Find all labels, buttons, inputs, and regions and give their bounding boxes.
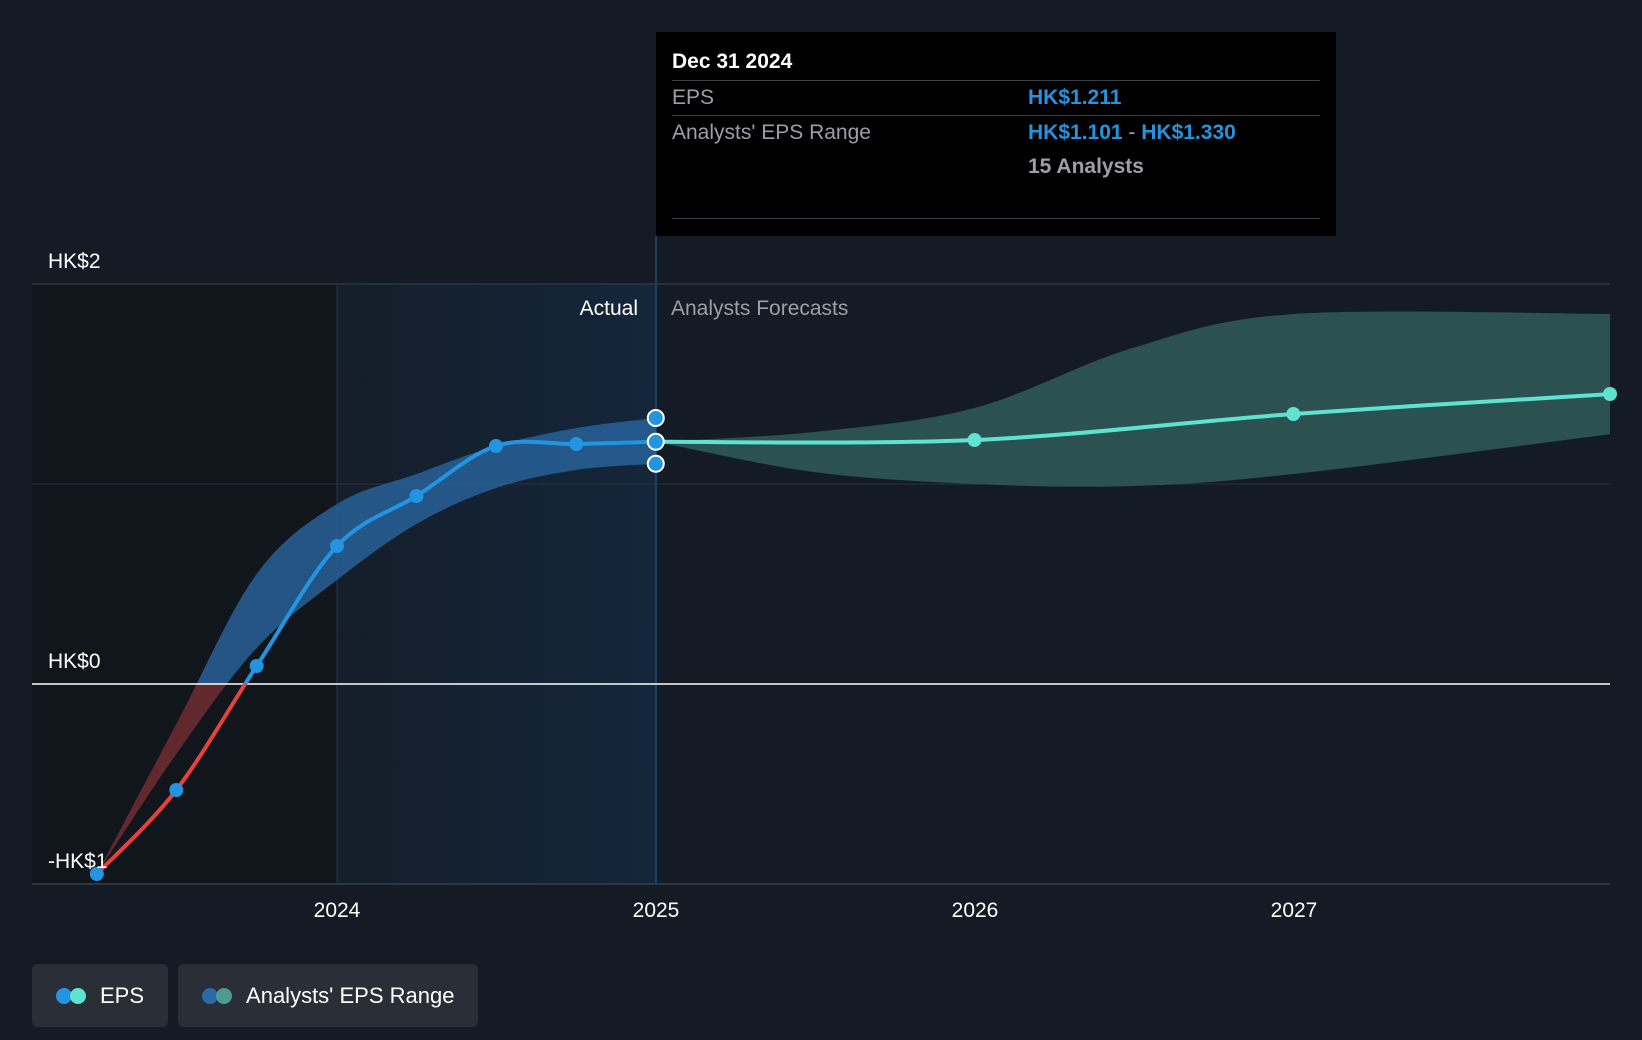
- legend-label-eps: EPS: [100, 982, 145, 1008]
- eps-actual-point: [488, 439, 503, 453]
- eps-actual-point: [249, 659, 264, 673]
- eps-actual-line-negative: [95, 684, 248, 876]
- legend-dot-forecast: [70, 987, 86, 1004]
- actual-region-highlight: [337, 284, 656, 884]
- chart-legend: EPS Analysts' EPS Range: [32, 964, 479, 1027]
- tooltip-range-high: HK$1.330: [1141, 121, 1236, 144]
- x-tick-label: 2026: [952, 899, 999, 922]
- eps-forecast-point: [1286, 407, 1301, 421]
- tooltip-analysts-count: 15 Analysts: [1028, 155, 1144, 178]
- hover-marker-low: [646, 454, 665, 473]
- tooltip-range-row: Analysts' EPS Range HK$1.101 - HK$1.330: [672, 116, 1320, 150]
- tooltip-divider: [672, 218, 1320, 219]
- x-tick-label: 2027: [1271, 899, 1318, 922]
- tooltip-eps-label: EPS: [672, 86, 715, 109]
- tooltip-range-low: HK$1.101: [1028, 121, 1123, 144]
- eps-forecast-line: [655, 392, 1610, 445]
- eps-forecast-point: [967, 433, 982, 447]
- forecast-section-label: Analysts Forecasts: [671, 297, 848, 320]
- actual-section-label: Actual: [580, 297, 638, 320]
- eps-actual-line: [242, 439, 656, 684]
- tooltip-date: Dec 31 2024: [672, 46, 1320, 81]
- legend-dot-forecast-band: [216, 987, 233, 1004]
- eps-actual-point: [569, 437, 584, 451]
- eps-actual-point: [89, 867, 104, 881]
- y-tick-label: HK$2: [48, 250, 101, 273]
- hover-marker-high: [646, 409, 665, 427]
- forecast-range-band: [655, 311, 1610, 487]
- legend-item-range[interactable]: Analysts' EPS Range: [178, 964, 479, 1027]
- y-tick-label: HK$0: [48, 650, 101, 673]
- eps-actual-point: [169, 783, 184, 797]
- tooltip-analysts-row: 15 Analysts: [672, 150, 1320, 184]
- tooltip-range-values: HK$1.101 - HK$1.330: [1028, 116, 1236, 150]
- y-tick-label: -HK$1: [48, 850, 108, 873]
- eps-forecast-point: [1603, 387, 1617, 401]
- eps-dots-icon: [56, 987, 86, 1004]
- legend-dot-actual-band: [202, 987, 219, 1004]
- tooltip-eps-row: EPS HK$1.211: [672, 81, 1320, 116]
- legend-dot-actual: [56, 987, 72, 1004]
- tooltip-eps-value: HK$1.211: [1028, 86, 1122, 109]
- hover-marker-eps: [646, 432, 665, 451]
- eps-actual-point: [409, 489, 424, 503]
- tooltip-range-label: Analysts' EPS Range: [672, 121, 871, 144]
- legend-label-range: Analysts' EPS Range: [246, 982, 455, 1008]
- chart-tooltip: Dec 31 2024 EPS HK$1.211 Analysts' EPS R…: [656, 32, 1336, 236]
- x-tick-label: 2024: [314, 899, 361, 922]
- tooltip-range-separator: -: [1128, 121, 1136, 144]
- legend-item-eps[interactable]: EPS: [32, 964, 169, 1027]
- eps-actual-point: [330, 539, 344, 553]
- x-tick-label: 2025: [633, 899, 680, 922]
- range-dots-icon: [202, 987, 233, 1004]
